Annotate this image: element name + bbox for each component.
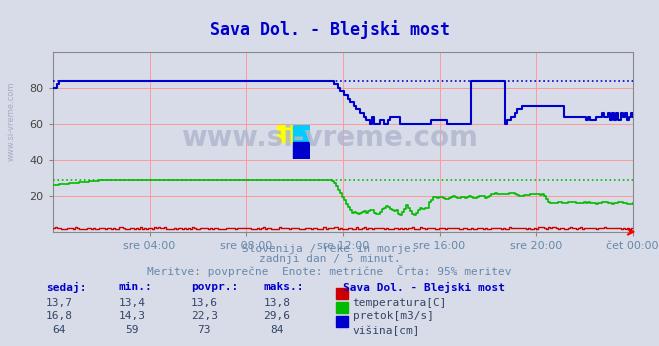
Text: sedaj:: sedaj: bbox=[46, 282, 86, 293]
Text: pretok[m3/s]: pretok[m3/s] bbox=[353, 311, 434, 321]
Text: temperatura[C]: temperatura[C] bbox=[353, 298, 447, 308]
Text: min.:: min.: bbox=[119, 282, 152, 292]
Text: www.si-vreme.com: www.si-vreme.com bbox=[7, 81, 16, 161]
Text: 13,7: 13,7 bbox=[46, 298, 72, 308]
Text: www.si-vreme.com: www.si-vreme.com bbox=[181, 125, 478, 152]
Text: 64: 64 bbox=[53, 325, 66, 335]
Bar bbox=[293, 142, 310, 159]
Text: 22,3: 22,3 bbox=[191, 311, 217, 321]
Text: povpr.:: povpr.: bbox=[191, 282, 239, 292]
Text: višina[cm]: višina[cm] bbox=[353, 325, 420, 336]
Text: 59: 59 bbox=[125, 325, 138, 335]
Text: 29,6: 29,6 bbox=[264, 311, 290, 321]
Text: 14,3: 14,3 bbox=[119, 311, 145, 321]
Text: 73: 73 bbox=[198, 325, 211, 335]
Bar bbox=[293, 125, 310, 142]
Text: 13,4: 13,4 bbox=[119, 298, 145, 308]
Text: 13,8: 13,8 bbox=[264, 298, 290, 308]
Text: Meritve: povprečne  Enote: metrične  Črta: 95% meritev: Meritve: povprečne Enote: metrične Črta:… bbox=[147, 265, 512, 277]
Text: 16,8: 16,8 bbox=[46, 311, 72, 321]
Bar bbox=[277, 125, 293, 142]
Text: Slovenija / reke in morje.: Slovenija / reke in morje. bbox=[242, 244, 417, 254]
Text: 84: 84 bbox=[270, 325, 283, 335]
Text: Sava Dol. - Blejski most: Sava Dol. - Blejski most bbox=[343, 282, 505, 293]
Text: zadnji dan / 5 minut.: zadnji dan / 5 minut. bbox=[258, 254, 401, 264]
Text: 13,6: 13,6 bbox=[191, 298, 217, 308]
Text: maks.:: maks.: bbox=[264, 282, 304, 292]
Text: Sava Dol. - Blejski most: Sava Dol. - Blejski most bbox=[210, 20, 449, 39]
